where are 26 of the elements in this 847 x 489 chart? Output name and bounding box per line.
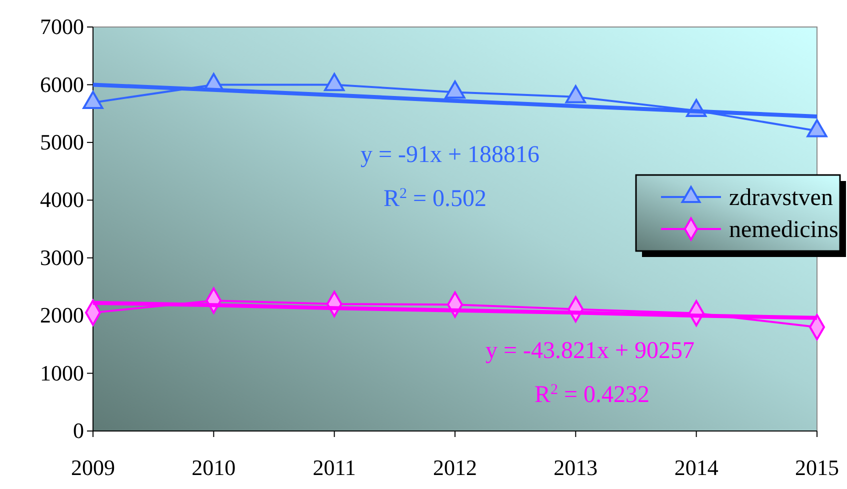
point bbox=[324, 72, 345, 92]
annotation: R$^{2}$ = 0.4232 bbox=[534, 382, 650, 408]
x-tick-label: 2015 bbox=[795, 455, 839, 480]
x-tick-label: 2014 bbox=[674, 455, 718, 480]
annotation: y = -43.821x + 90257 bbox=[485, 338, 695, 364]
x-tick-label: 2012 bbox=[433, 455, 477, 480]
y-tick-label: 0 bbox=[73, 418, 84, 444]
point bbox=[82, 90, 104, 109]
x-tick-label: 2010 bbox=[192, 455, 236, 480]
x-tick-label: 2011 bbox=[312, 455, 356, 480]
y-tick-label: 3000 bbox=[40, 244, 84, 270]
x-tick-label: 2013 bbox=[554, 455, 598, 480]
point bbox=[565, 85, 586, 104]
y-tick-label: 6000 bbox=[40, 72, 84, 97]
y-tick-label: 4000 bbox=[40, 187, 84, 212]
legend-label: nemedicins bbox=[729, 217, 838, 243]
y-tick-label: 1000 bbox=[40, 360, 84, 386]
annotation: y = -91x + 188816 bbox=[360, 142, 540, 168]
y-tick-label: 5000 bbox=[40, 129, 84, 154]
y-tick-label: 2000 bbox=[40, 302, 84, 328]
point bbox=[806, 119, 828, 138]
point bbox=[444, 80, 466, 99]
annotation: R$^{2}$ = 0.502 bbox=[383, 186, 487, 212]
x-tick-label: 2009 bbox=[71, 455, 115, 480]
y-tick-label: 7000 bbox=[40, 14, 84, 40]
legend-label: zdravstven bbox=[729, 185, 833, 211]
